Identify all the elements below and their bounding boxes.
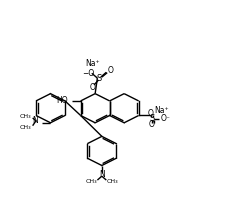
Text: N: N [32,116,38,125]
Text: CH₃: CH₃ [106,179,118,184]
Text: O: O [89,83,95,92]
Text: Na⁺: Na⁺ [85,59,100,68]
Text: O⁻: O⁻ [160,114,170,124]
Text: CH₃: CH₃ [20,114,31,119]
Text: O: O [147,109,153,118]
Text: O: O [108,66,113,75]
Text: CH₃: CH₃ [20,125,31,130]
Text: O: O [148,120,154,129]
Text: S: S [149,114,154,124]
Text: Na⁺: Na⁺ [154,106,168,115]
Text: −O: −O [82,69,94,78]
Text: N: N [99,170,104,179]
Text: S: S [97,74,102,83]
Text: CH₃: CH₃ [85,179,97,184]
Text: HO: HO [56,96,68,105]
